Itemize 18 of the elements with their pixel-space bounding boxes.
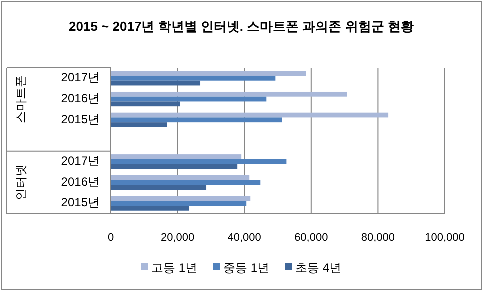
x-tick-label: 0	[108, 232, 114, 244]
x-tick-label: 100,000	[425, 232, 465, 244]
x-tick-label: 80,000	[361, 232, 396, 244]
text: 인터넷	[14, 164, 28, 201]
y-tick-label: 2017년	[61, 154, 100, 168]
y-tick-label: 2017년	[61, 70, 100, 85]
y-tick-label: 2016년	[61, 91, 100, 106]
x-tick-label: 60,000	[294, 232, 328, 244]
y-tick-label: 2016년	[61, 174, 100, 189]
y-tick-label: 2015년	[61, 196, 100, 210]
x-tick-label: 40,000	[228, 232, 262, 244]
chart-title: 2015 ~ 2017년 학년별 인터넷. 스마트폰 과의존 위험군 현황	[69, 19, 414, 34]
legend-label: 초등 4년	[296, 261, 342, 275]
legend-label: 중등 1년	[224, 261, 270, 275]
text: 스마트폰	[14, 75, 28, 124]
x-tick-label: 20,000	[160, 232, 195, 244]
y-tick-label: 2015년	[61, 112, 100, 126]
legend-label: 고등 1년	[152, 261, 198, 275]
